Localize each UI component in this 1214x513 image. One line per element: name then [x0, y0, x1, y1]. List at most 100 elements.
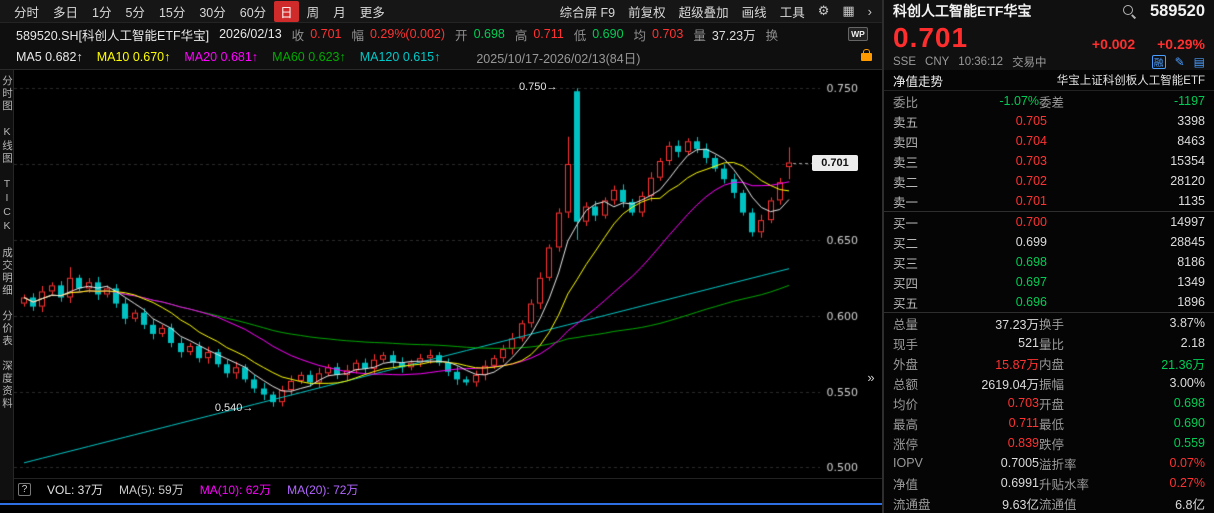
info-field-label: 幅	[351, 28, 364, 43]
volume-values: VOL: 37万 MA(5): 59万 MA(10): 62万 MA(20): 72万	[47, 481, 358, 498]
kline-canvas[interactable]	[14, 70, 882, 478]
ask-row[interactable]: 卖四 0.704 8463	[884, 131, 1214, 151]
sidebar-item-0[interactable]: 分时图	[1, 75, 13, 113]
pencil-icon[interactable]: ✎	[1174, 54, 1185, 69]
info-field-value: 0.711	[533, 27, 564, 41]
bid-row[interactable]: 买二 0.699 28845	[884, 232, 1214, 252]
info-field-value: 0.29%(0.002)	[369, 27, 446, 41]
period-tab-多日[interactable]: 多日	[53, 5, 79, 20]
stat-label: 开盘	[1039, 397, 1065, 412]
toolbar-button[interactable]: 超级叠加	[678, 5, 729, 20]
chevron-right-icon[interactable]: ›	[867, 3, 872, 19]
period-tab-30分[interactable]: 30分	[199, 5, 226, 20]
bid-row[interactable]: 买一 0.700 14997	[884, 212, 1214, 232]
info-field-label: 低	[573, 28, 587, 43]
ask-row[interactable]: 卖二 0.702 28120	[884, 171, 1214, 191]
period-toolbar: 分时 多日 1分 5分 15分 30分 60分日周月更多 综合屏 F9 前复权 超级叠加 画线 工具…	[0, 0, 882, 23]
stat-label: 最高	[893, 417, 919, 432]
info-bar: 589520.SH[科创人工智能ETF华宝] 2026/02/13 收 0.701…	[0, 23, 882, 45]
period-tab-60分[interactable]: 60分	[239, 5, 267, 20]
quote-panel: 净值走势 华宝上证科创板人工智能ETF 委比 -1.07% 委差 -1197 卖…	[884, 70, 1214, 513]
stat-label: 涨停	[893, 437, 919, 452]
stat-value: 0.07%	[1169, 456, 1205, 470]
panes-icon[interactable]: ▦	[842, 3, 855, 18]
sidebar-item-5[interactable]: 深度资料	[1, 360, 13, 410]
stat-value: 37.23万	[995, 317, 1039, 332]
stat-value: 6.8亿	[1175, 497, 1205, 512]
ma-value-ma60: MA60 0.623↑	[272, 50, 346, 64]
bid-row[interactable]: 买四 0.697 1349	[884, 272, 1214, 292]
stat-value: 0.698	[1173, 396, 1205, 410]
panel-header: 净值走势 华宝上证科创板人工智能ETF	[884, 70, 1214, 91]
bid-row[interactable]: 买三 0.698 8186	[884, 252, 1214, 272]
toolbar-button[interactable]: 画线	[741, 5, 767, 20]
sidebar-item-2[interactable]: TICK	[1, 177, 13, 234]
ask-label: 卖五	[893, 115, 919, 130]
last-price: 0.701	[893, 22, 969, 53]
stat-value: 0.559	[1173, 436, 1205, 450]
panel-expander[interactable]: »	[867, 370, 875, 385]
ask-row[interactable]: 卖三 0.703 15354	[884, 151, 1214, 171]
volume-ma-value: MA(20): 72万	[287, 483, 359, 497]
period-tab-月[interactable]: 月	[333, 5, 346, 20]
board-icon[interactable]: ▤	[1193, 54, 1205, 69]
search-icon[interactable]	[1122, 4, 1136, 18]
ma-value-ma5: MA5 0.682↑	[16, 50, 83, 64]
lock-icon[interactable]	[861, 49, 872, 61]
weibi-value: -1.07%	[999, 94, 1039, 108]
period-tab-15分[interactable]: 15分	[158, 5, 186, 20]
bid-row[interactable]: 买五 0.696 1896	[884, 292, 1214, 312]
stat-label: 振幅	[1039, 377, 1065, 392]
fund-fullname-link[interactable]: 华宝上证科创板人工智能ETF	[1056, 75, 1205, 87]
toolbar-button[interactable]: 工具	[779, 5, 805, 20]
ask-label: 卖三	[893, 155, 919, 170]
kline-chart[interactable]: 0.701 0.750→ 0.540→	[14, 70, 882, 478]
margin-badge-icon[interactable]: 融	[1151, 54, 1166, 69]
gear-icon[interactable]: ⚙	[817, 3, 830, 18]
toolbar-button[interactable]: 前复权	[628, 5, 666, 20]
stat-label: 总量	[893, 317, 919, 332]
period-tab-周[interactable]: 周	[306, 5, 320, 20]
stat-row: 最高 0.711 最低 0.690	[884, 413, 1214, 433]
stat-value: 0.711	[1008, 416, 1039, 430]
info-fields: 收 0.701 幅 0.29%(0.002) 开 0.698 高 0.711 低 0.690 均 0.…	[292, 25, 788, 44]
ask-row[interactable]: 卖一 0.701 1135	[884, 191, 1214, 211]
price-change: +0.002	[1091, 36, 1136, 52]
bid-volume: 1349	[1177, 275, 1205, 289]
stat-row: 涨停 0.839 跌停 0.559	[884, 433, 1214, 453]
info-field-value: 0.698	[473, 27, 505, 41]
sidebar-item-1[interactable]: K线图	[1, 125, 13, 165]
info-field-label: 均	[633, 28, 647, 43]
sidebar-item-3[interactable]: 成交明细	[1, 246, 13, 297]
period-tab-日[interactable]: 日	[274, 0, 299, 22]
period-tab-分时[interactable]: 分时	[14, 5, 40, 20]
trading-status: 交易中	[1012, 56, 1047, 69]
ask-price: 0.703	[1015, 154, 1047, 168]
time-label: 10:36:12	[958, 55, 1004, 68]
stat-label: 流通盘	[893, 497, 931, 512]
ask-row[interactable]: 卖五 0.705 3398	[884, 111, 1214, 131]
period-tab-更多[interactable]: 更多	[359, 5, 385, 20]
wp-badge-icon[interactable]: WP	[848, 27, 868, 41]
info-field-value: 0.701	[310, 27, 342, 41]
stats-divider	[884, 312, 1214, 313]
sidebar-item-4[interactable]: 分价表	[1, 309, 13, 348]
help-button[interactable]: ?	[18, 483, 31, 496]
period-tab-1分[interactable]: 1分	[92, 5, 112, 20]
bid-price: 0.696	[1015, 295, 1047, 309]
bid-volume: 8186	[1177, 255, 1205, 269]
stat-label: 量比	[1039, 337, 1065, 352]
toolbar-button[interactable]: 综合屏 F9	[559, 5, 616, 20]
stat-row: 外盘 15.87万 内盘 21.36万	[884, 353, 1214, 373]
currency-label: CNY	[925, 55, 950, 68]
pane-divider[interactable]	[0, 503, 882, 505]
stat-value: 0.690	[1173, 416, 1205, 430]
ma-value-ma10: MA10 0.670↑	[96, 50, 171, 64]
period-tab-5分[interactable]: 5分	[125, 5, 145, 20]
stat-label: 外盘	[893, 357, 919, 372]
ask-label: 卖一	[893, 195, 919, 210]
ask-volume: 3398	[1177, 114, 1205, 128]
stat-row: 均价 0.703 开盘 0.698	[884, 393, 1214, 413]
stock-code: 589520	[1149, 1, 1205, 20]
tab-nav-trend[interactable]: 净值走势	[893, 74, 944, 89]
